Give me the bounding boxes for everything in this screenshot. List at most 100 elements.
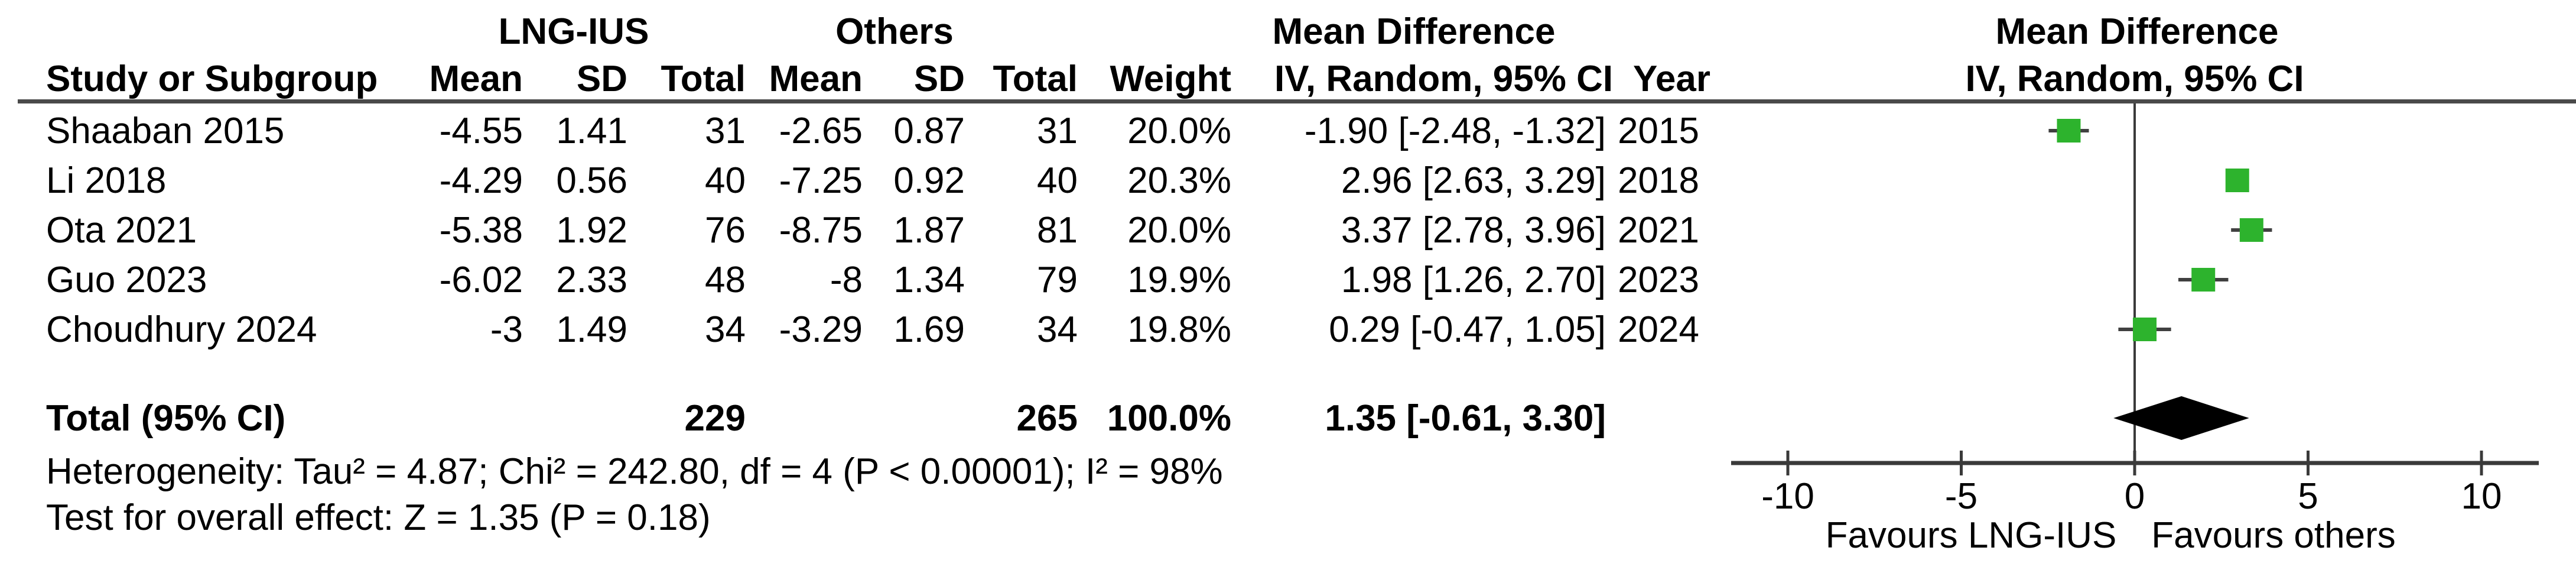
study-row-li-2018: Li 2018 -4.29 0.56 40 -7.25 0.92 40 20.3…: [0, 160, 2576, 202]
cell-total-lng: 31: [705, 111, 746, 151]
cell-year: 2018: [1618, 160, 1699, 201]
cell-study: Shaaban 2015: [46, 111, 285, 151]
overall-effect-text: Test for overall effect: Z = 1.35 (P = 0…: [46, 497, 711, 538]
col-header-study: Study or Subgroup: [46, 59, 378, 99]
group-header-row: LNG-IUS Others Mean Difference Mean Diff…: [0, 11, 2576, 53]
total-label: Total (95% CI): [46, 398, 286, 439]
cell-mean-lng: -5.38: [439, 210, 523, 251]
cell-sd-lng: 2.33: [556, 260, 627, 300]
cell-sd-others: 1.69: [893, 309, 965, 350]
summary-diamond: [2113, 396, 2249, 440]
cell-sd-lng: 1.41: [556, 111, 627, 151]
study-marker: [2239, 218, 2263, 242]
cell-total-others: 79: [1037, 260, 1078, 300]
group-header-others: Others: [835, 11, 954, 52]
cell-study: Li 2018: [46, 160, 167, 201]
cell-total-others: 31: [1037, 111, 1078, 151]
tick-label: 0: [2124, 476, 2145, 517]
total-weight: 100.0%: [1107, 398, 1231, 439]
study-row-guo-2023: Guo 2023 -6.02 2.33 48 -8 1.34 79 19.9% …: [0, 260, 2576, 301]
cell-ci: -1.90 [-2.48, -1.32]: [1304, 111, 1606, 151]
cell-year: 2015: [1618, 111, 1699, 151]
favours-right-label: Favours others: [2151, 515, 2396, 556]
cell-study: Guo 2023: [46, 260, 207, 300]
cell-weight: 20.0%: [1127, 210, 1231, 251]
col-header-ci: IV, Random, 95% CI: [1274, 59, 1614, 99]
study-marker: [2191, 268, 2216, 292]
total-n-others: 265: [1016, 398, 1078, 439]
study-row-choudhury-2024: Choudhury 2024 -3 1.49 34 -3.29 1.69 34 …: [0, 309, 2576, 351]
study-marker: [2057, 119, 2081, 143]
cell-weight: 20.0%: [1127, 111, 1231, 151]
cell-mean-others: -2.65: [779, 111, 863, 151]
plot-header-ci: IV, Random, 95% CI: [1965, 59, 2304, 99]
col-header-sd-oth: SD: [913, 59, 965, 99]
col-header-mean-oth: Mean: [769, 59, 863, 99]
cell-mean-others: -7.25: [779, 160, 863, 201]
group-header-lng-ius: LNG-IUS: [498, 11, 649, 52]
col-header-mean-lng: Mean: [429, 59, 523, 99]
col-header-total-lng: Total: [661, 59, 746, 99]
cell-weight: 20.3%: [1127, 160, 1231, 201]
total-row: Total (95% CI) 229 265 100.0% 1.35 [-0.6…: [0, 398, 2576, 439]
cell-year: 2021: [1618, 210, 1699, 251]
favours-left-label: Favours LNG-IUS: [1825, 515, 2117, 556]
cell-mean-lng: -4.29: [439, 160, 523, 201]
column-header-row: Study or Subgroup Mean SD Total Mean SD …: [0, 59, 2576, 100]
cell-ci: 0.29 [-0.47, 1.05]: [1329, 309, 1606, 350]
study-marker: [2133, 318, 2157, 341]
cell-ci: 1.98 [1.26, 2.70]: [1341, 260, 1606, 300]
heterogeneity-text: Heterogeneity: Tau² = 4.87; Chi² = 242.8…: [46, 451, 1223, 492]
cell-weight: 19.9%: [1127, 260, 1231, 300]
group-header-mean-difference: Mean Difference: [1272, 11, 1556, 52]
cell-weight: 19.8%: [1127, 309, 1231, 350]
cell-total-others: 81: [1037, 210, 1078, 251]
heterogeneity-row: Heterogeneity: Tau² = 4.87; Chi² = 242.8…: [0, 451, 2576, 493]
cell-sd-others: 0.92: [893, 160, 965, 201]
study-row-ota-2021: Ota 2021 -5.38 1.92 76 -8.75 1.87 81 20.…: [0, 210, 2576, 251]
cell-study: Choudhury 2024: [46, 309, 317, 350]
tick-label: 10: [2461, 476, 2502, 517]
tick-label: -5: [1944, 476, 1978, 517]
cell-total-lng: 34: [705, 309, 746, 350]
cell-total-others: 40: [1037, 160, 1078, 201]
study-row-shaaban-2015: Shaaban 2015 -4.55 1.41 31 -2.65 0.87 31…: [0, 111, 2576, 152]
cell-mean-others: -3.29: [779, 309, 863, 350]
cell-mean-lng: -6.02: [439, 260, 523, 300]
cell-total-lng: 76: [705, 210, 746, 251]
cell-year: 2024: [1618, 309, 1699, 350]
header-divider: [18, 99, 2576, 103]
cell-sd-lng: 1.49: [556, 309, 627, 350]
tick-label: -10: [1761, 476, 1814, 517]
cell-sd-others: 1.34: [893, 260, 965, 300]
cell-sd-others: 1.87: [893, 210, 965, 251]
col-header-year: Year: [1633, 59, 1711, 99]
cell-total-lng: 48: [705, 260, 746, 300]
total-ci: 1.35 [-0.61, 3.30]: [1325, 398, 1606, 439]
cell-ci: 2.96 [2.63, 3.29]: [1341, 160, 1606, 201]
cell-sd-lng: 0.56: [556, 160, 627, 201]
cell-mean-lng: -4.55: [439, 111, 523, 151]
overall-effect-row: Test for overall effect: Z = 1.35 (P = 0…: [0, 497, 2576, 539]
axis-tick-labels: -10 -5 0 5 10: [0, 476, 2576, 517]
cell-sd-lng: 1.92: [556, 210, 627, 251]
cell-ci: 3.37 [2.78, 3.96]: [1341, 210, 1606, 251]
cell-total-lng: 40: [705, 160, 746, 201]
favours-labels-row: Favours LNG-IUS Favours others: [0, 515, 2576, 556]
total-n-lng: 229: [684, 398, 746, 439]
study-marker: [2225, 169, 2249, 192]
col-header-total-oth: Total: [993, 59, 1078, 99]
cell-mean-others: -8: [830, 260, 863, 300]
tick-label: 5: [2298, 476, 2318, 517]
cell-year: 2023: [1618, 260, 1699, 300]
plot-header-mean-difference: Mean Difference: [1995, 11, 2279, 52]
cell-total-others: 34: [1037, 309, 1078, 350]
col-header-sd-lng: SD: [576, 59, 627, 99]
cell-sd-others: 0.87: [893, 111, 965, 151]
cell-study: Ota 2021: [46, 210, 197, 251]
col-header-weight: Weight: [1110, 59, 1232, 99]
cell-mean-lng: -3: [490, 309, 523, 350]
cell-mean-others: -8.75: [779, 210, 863, 251]
